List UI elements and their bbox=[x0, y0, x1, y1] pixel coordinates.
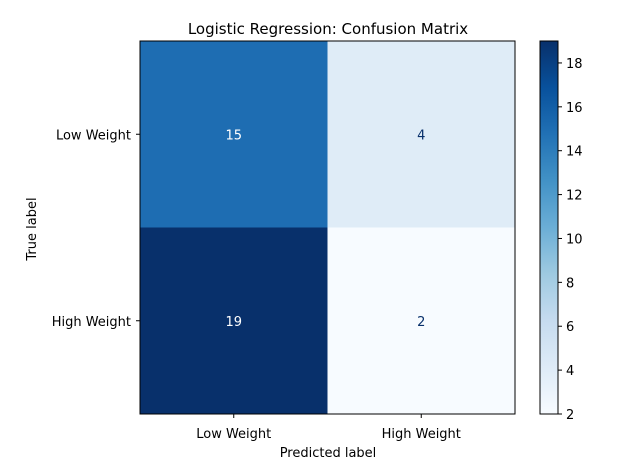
cell-value-label: 19 bbox=[225, 315, 242, 330]
colorbar-tick-label: 14 bbox=[566, 145, 583, 160]
heatmap-cell bbox=[140, 227, 328, 414]
heatmap-cell bbox=[327, 41, 515, 228]
y-tick-label: High Weight bbox=[52, 315, 131, 330]
colorbar-tick-label: 4 bbox=[566, 364, 574, 379]
colorbar-tick-label: 8 bbox=[566, 276, 574, 291]
x-axis-label: Predicted label bbox=[280, 446, 377, 461]
cell-value-label: 2 bbox=[417, 315, 425, 330]
x-tick-label: High Weight bbox=[382, 427, 461, 442]
cell-value-label: 15 bbox=[225, 128, 242, 143]
y-tick-label: Low Weight bbox=[56, 128, 131, 143]
heatmap-cell bbox=[327, 227, 515, 414]
colorbar-tick-label: 6 bbox=[566, 320, 574, 335]
colorbar-ticks: 2 4 6 8 10 12 14 16 18 bbox=[558, 57, 583, 423]
chart-title: Logistic Regression: Confusion Matrix bbox=[188, 20, 468, 38]
x-tick-label: Low Weight bbox=[196, 427, 271, 442]
y-axis-label: True label bbox=[25, 197, 40, 261]
cell-value-label: 4 bbox=[417, 128, 425, 143]
heatmap-cell bbox=[140, 41, 328, 228]
plot-frame bbox=[139, 40, 516, 415]
colorbar-tick-label: 16 bbox=[566, 101, 583, 116]
colorbar bbox=[539, 40, 559, 415]
colorbar-tick-label: 12 bbox=[566, 189, 583, 204]
heatmap-cells: 15 4 19 2 bbox=[140, 41, 515, 414]
axes: Low Weight High Weight Low Weight High Weig… bbox=[52, 128, 461, 442]
colorbar-tick-label: 18 bbox=[566, 57, 583, 72]
colorbar-tick-label: 10 bbox=[566, 232, 583, 247]
colorbar-tick-label: 2 bbox=[566, 408, 574, 423]
